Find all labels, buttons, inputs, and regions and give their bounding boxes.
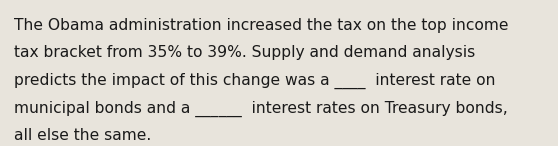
Text: The Obama administration increased the tax on the top income: The Obama administration increased the t… xyxy=(14,18,508,33)
Text: municipal bonds and a ______  interest rates on Treasury bonds,: municipal bonds and a ______ interest ra… xyxy=(14,101,508,117)
Text: tax bracket from 35% to 39%. Supply and demand analysis: tax bracket from 35% to 39%. Supply and … xyxy=(14,45,475,60)
Text: all else the same.: all else the same. xyxy=(14,128,151,144)
Text: predicts the impact of this change was a ____  interest rate on: predicts the impact of this change was a… xyxy=(14,73,496,89)
